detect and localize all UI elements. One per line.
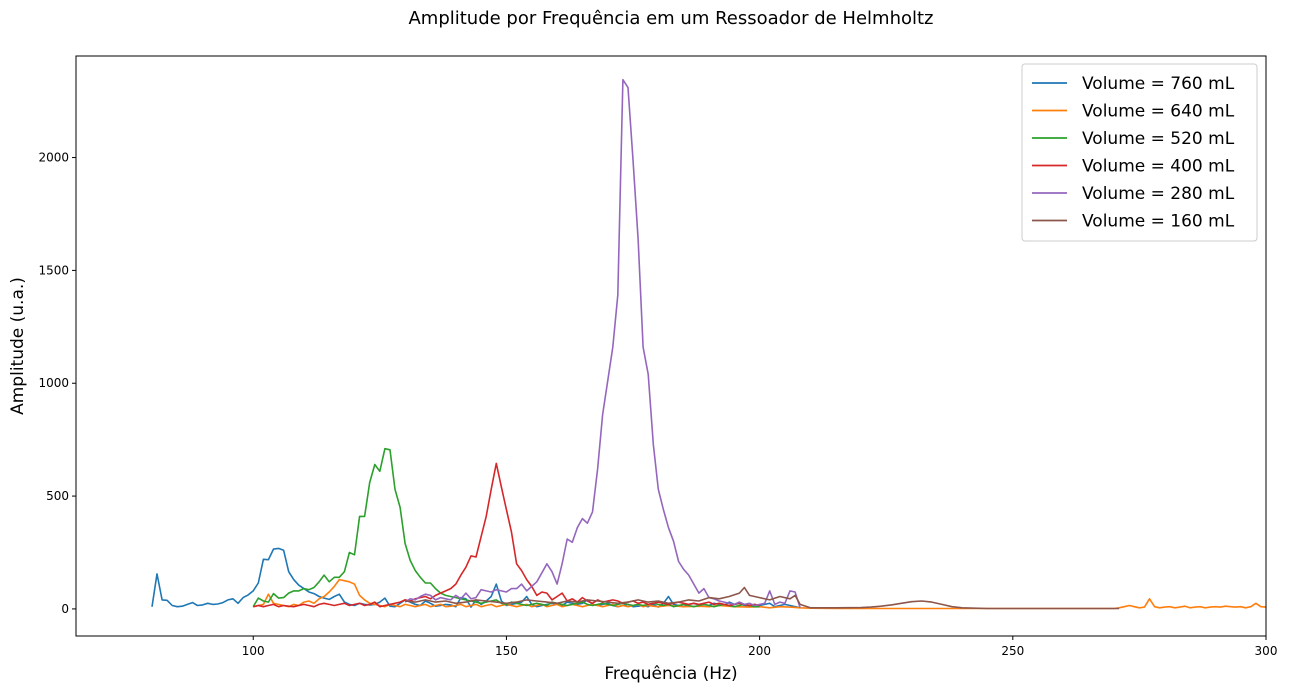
y-tick-label: 0	[61, 602, 69, 616]
legend-label: Volume = 400 mL	[1082, 157, 1235, 177]
x-axis: 100 150 200 250 300	[242, 636, 1278, 658]
x-tick-label: 150	[495, 644, 518, 658]
x-tick-label: 300	[1255, 644, 1278, 658]
y-tick-label: 2000	[38, 151, 69, 165]
legend-label: Volume = 760 mL	[1082, 74, 1235, 94]
legend: Volume = 760 mL Volume = 640 mL Volume = 5…	[1021, 63, 1258, 242]
plot-frame	[75, 55, 1267, 637]
chart-title: Amplitude por Frequência em um Ressoador…	[408, 8, 933, 29]
legend-label: Volume = 160 mL	[1082, 212, 1235, 232]
series-line-3	[252, 447, 760, 608]
legend-label: Volume = 640 mL	[1082, 102, 1235, 122]
x-tick-label: 200	[748, 644, 771, 658]
series-line-5	[404, 78, 801, 609]
y-tick-label: 1000	[38, 376, 69, 390]
series-line-4	[253, 462, 760, 608]
x-tick-label: 250	[1001, 644, 1024, 658]
y-tick-label: 1500	[38, 263, 69, 277]
x-tick-label: 100	[242, 644, 265, 658]
legend-label: Volume = 280 mL	[1082, 184, 1235, 204]
x-axis-title: Frequência (Hz)	[604, 664, 737, 684]
legend-label: Volume = 520 mL	[1082, 129, 1235, 149]
y-tick-label: 500	[46, 489, 69, 503]
legend-box	[1021, 63, 1258, 242]
plot-series	[151, 78, 1267, 610]
y-axis: 0 500 1000 1500 2000	[38, 151, 76, 616]
y-axis-title: Amplitude (u.a.)	[8, 277, 28, 415]
series-line-6	[405, 586, 1120, 610]
